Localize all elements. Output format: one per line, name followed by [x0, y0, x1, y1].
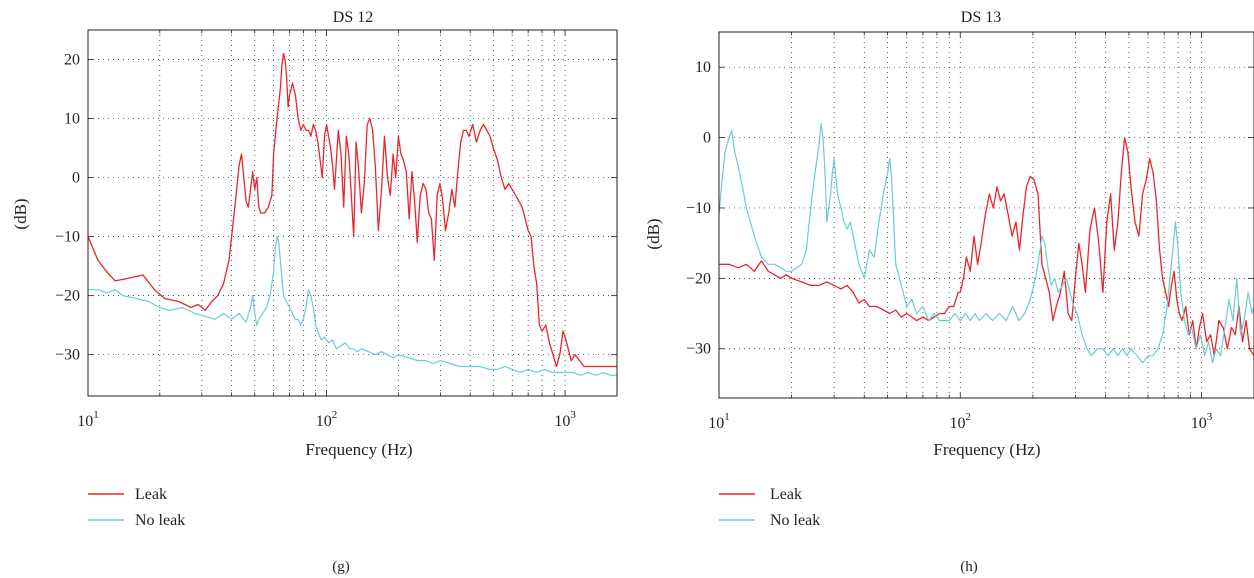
series-line-no-leak: [88, 236, 617, 376]
series-group: [719, 122, 1254, 364]
y-tick-label: −30: [686, 341, 711, 358]
y-tick-label: −20: [686, 270, 711, 287]
chart-panel-ds13: DS 13 10 0 −10 −20 −30 101 102 103 Frequency (H…: [644, 9, 1254, 575]
legend: Leak No leak: [719, 486, 820, 529]
plot-area: 10 0 −10 −20 −30 101 102 103: [686, 31, 1254, 432]
x-tick-label: 103: [1191, 411, 1213, 432]
legend: Leak No leak: [88, 486, 185, 529]
y-tick-label: 10: [695, 59, 711, 76]
x-axis-label: Frequency (Hz): [305, 440, 412, 459]
y-tick-label: −10: [686, 200, 711, 217]
x-tick-label: 103: [554, 409, 576, 430]
grid-lines: [88, 30, 617, 396]
x-tick-label: 101: [708, 411, 730, 432]
x-axis-label: Frequency (Hz): [933, 440, 1040, 459]
axis-ticks: [718, 32, 1254, 398]
x-tick-label: 101: [77, 409, 99, 430]
series-line-leak: [719, 136, 1254, 357]
y-tick-label: 20: [64, 52, 80, 69]
chart-title: DS 13: [961, 9, 1001, 26]
panel-label: (h): [960, 559, 978, 575]
y-axis-label: (dB): [11, 198, 30, 229]
series-group: [88, 52, 617, 376]
chart-panel-ds12: DS 12 20 10 0 −10 −20 −30 101 102 103 Frequency …: [11, 9, 618, 575]
legend-label-no-leak: No leak: [770, 512, 820, 529]
legend-label-leak: Leak: [135, 486, 167, 503]
series-line-leak: [88, 52, 617, 368]
y-tick-label: 10: [64, 111, 80, 128]
x-tick-label: 102: [950, 411, 972, 432]
legend-label-no-leak: No leak: [135, 512, 185, 529]
y-tick-label: −10: [55, 229, 80, 246]
plot-frame: [87, 29, 618, 397]
y-tick-label: 0: [703, 130, 711, 147]
y-tick-label: −30: [55, 347, 80, 364]
y-tick-label: 0: [72, 170, 80, 187]
y-axis-label: (dB): [644, 218, 663, 249]
plot-area: 20 10 0 −10 −20 −30 101 102 103: [55, 29, 618, 430]
plot-frame: [718, 31, 1254, 399]
axis-ticks: [87, 30, 617, 396]
legend-label-leak: Leak: [770, 486, 802, 503]
grid-lines: [719, 32, 1254, 398]
chart-title: DS 12: [333, 9, 373, 26]
panel-label: (g): [332, 559, 350, 575]
x-tick-label: 102: [316, 409, 338, 430]
series-line-no-leak: [719, 122, 1254, 364]
y-tick-label: −20: [55, 288, 80, 305]
